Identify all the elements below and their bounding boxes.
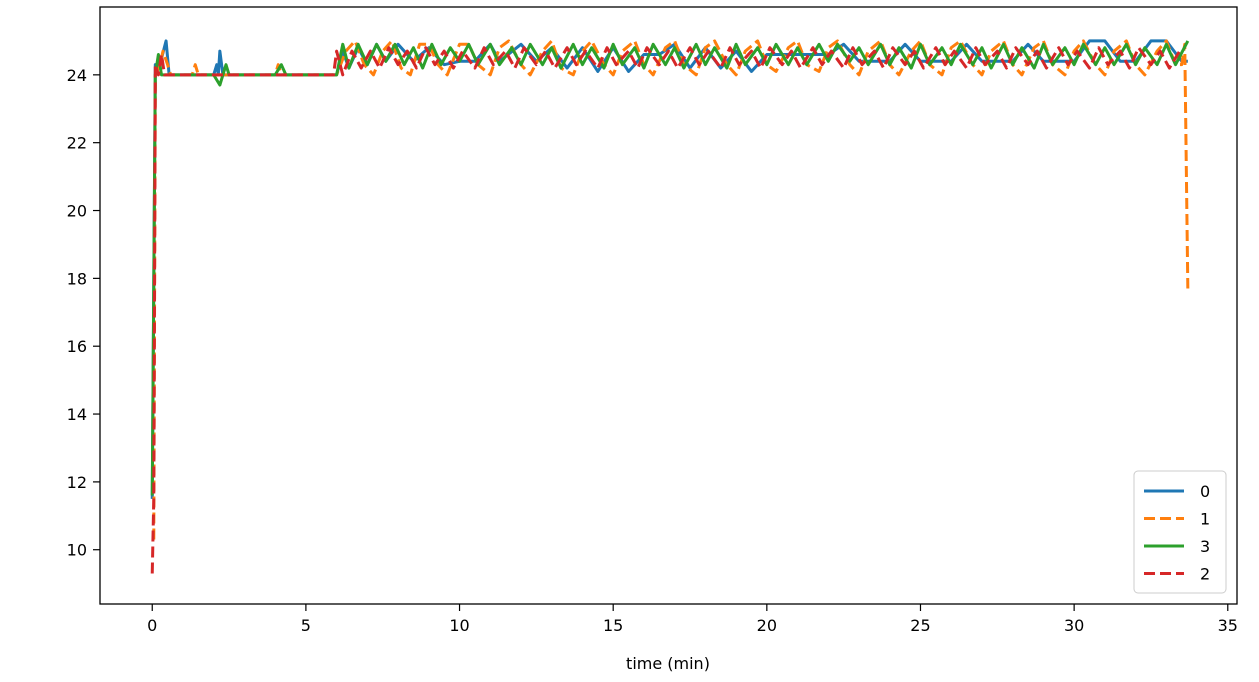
y-tick-label: 16 [67, 337, 87, 356]
legend-label-1: 1 [1200, 510, 1210, 529]
y-axis: 10 12 14 16 18 20 22 24 [67, 66, 100, 560]
y-tick-label: 22 [67, 134, 87, 153]
legend-box [1133, 470, 1227, 594]
y-tick-label: 18 [67, 269, 87, 288]
x-axis: 0 5 10 15 20 25 30 35 [147, 604, 1238, 635]
y-tick-label: 20 [67, 202, 87, 221]
series-layer [150, 39, 1190, 574]
legend-label-2: 2 [1200, 565, 1210, 584]
x-axis-label: time (min) [626, 654, 710, 673]
y-tick-label: 10 [67, 541, 87, 560]
legend-label-0: 0 [1200, 482, 1210, 501]
legend-label-3: 3 [1200, 537, 1210, 556]
x-tick-label: 10 [449, 616, 469, 635]
x-tick-label: 5 [301, 616, 311, 635]
x-tick-label: 35 [1218, 616, 1238, 635]
series-line-1 [152, 39, 1190, 540]
series-line-3 [150, 40, 1190, 496]
x-tick-label: 0 [147, 616, 157, 635]
plot-frame [99, 6, 1238, 605]
legend: 0 1 3 2 [1133, 470, 1227, 594]
x-tick-label: 15 [603, 616, 623, 635]
y-tick-label: 14 [67, 405, 87, 424]
series-line-2 [150, 46, 1183, 574]
x-tick-label: 30 [1064, 616, 1084, 635]
x-tick-label: 25 [910, 616, 930, 635]
x-tick-label: 20 [757, 616, 777, 635]
y-tick-label: 24 [67, 66, 87, 85]
y-tick-label: 12 [67, 473, 87, 492]
